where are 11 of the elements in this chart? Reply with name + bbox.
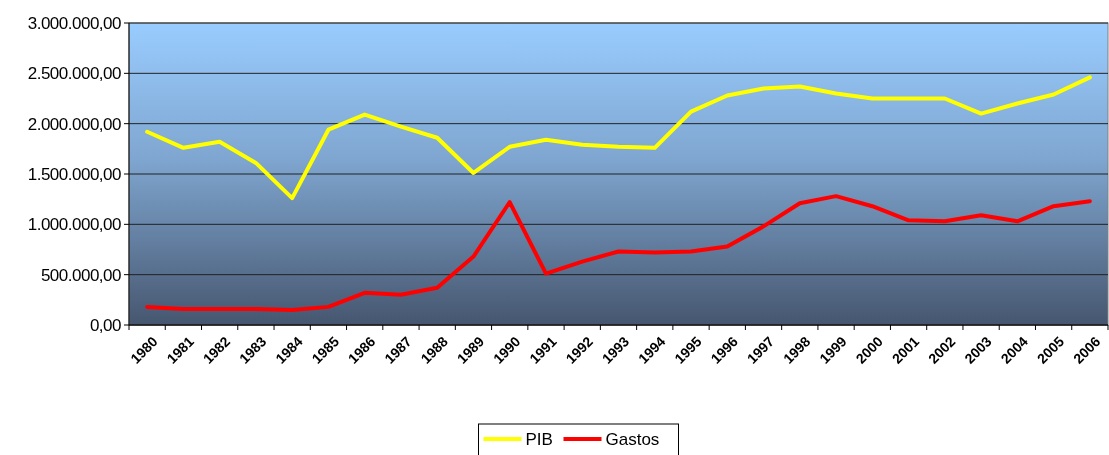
y-tick-label: 3.000.000,00 xyxy=(27,13,122,33)
y-tick-label: 2.500.000,00 xyxy=(27,64,122,84)
y-tick-label: 1.000.000,00 xyxy=(27,215,122,235)
y-tick-label: 2.000.000,00 xyxy=(27,114,122,134)
y-tick-label: 500.000,00 xyxy=(40,265,122,285)
line-series xyxy=(145,75,1092,201)
y-tick-label: 0,00 xyxy=(89,315,122,335)
y-tick-label: 1.500.000,00 xyxy=(27,164,122,184)
line-series xyxy=(145,194,1092,312)
legend-label: Gastos xyxy=(605,429,660,449)
legend-label: PIB xyxy=(525,429,553,449)
